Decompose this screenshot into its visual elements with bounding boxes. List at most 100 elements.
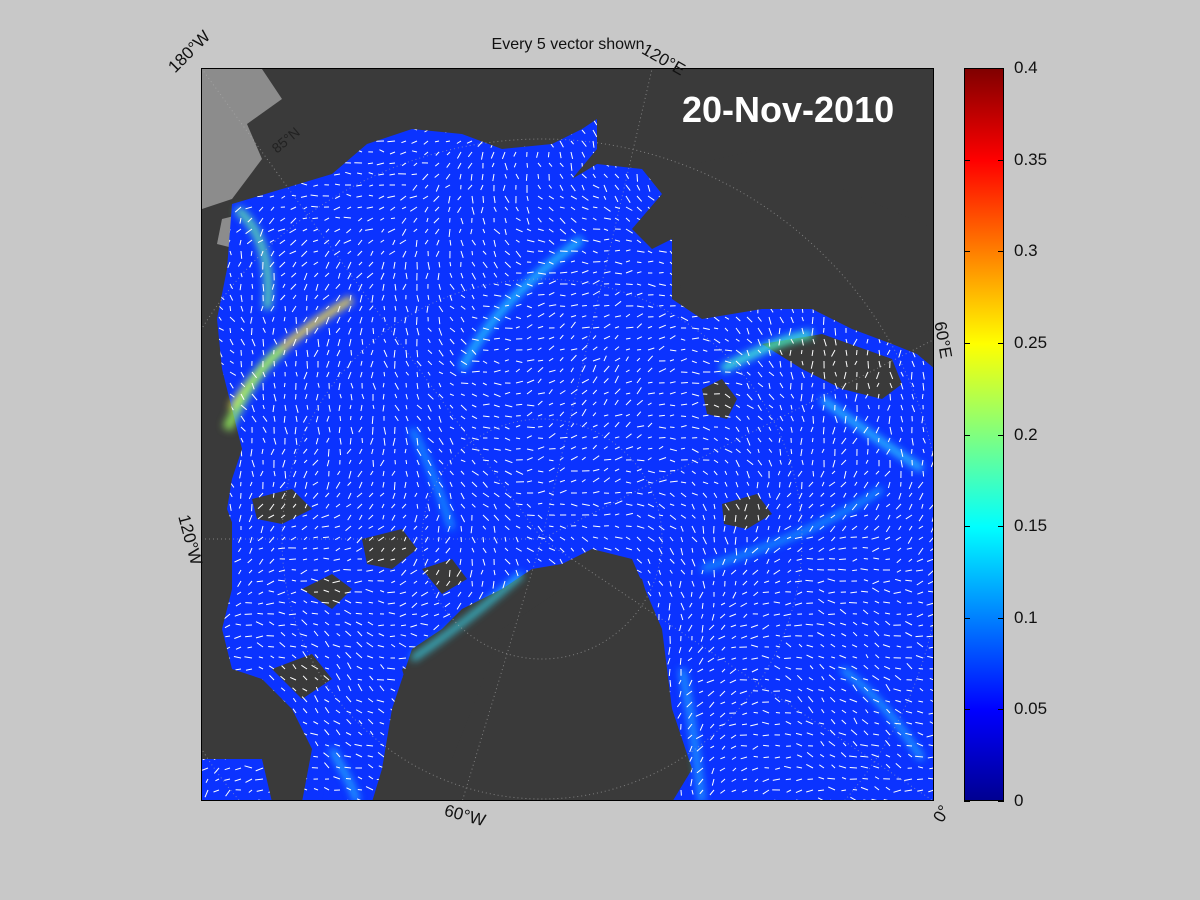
drift-vector [526, 314, 532, 318]
drift-vector [688, 646, 693, 652]
drift-vector [240, 404, 248, 411]
drift-vector [289, 250, 297, 255]
drift-vector [873, 568, 880, 571]
drift-vector [592, 364, 597, 373]
drift-vector [918, 601, 924, 604]
drift-vector [323, 557, 330, 560]
drift-vector [234, 613, 242, 617]
drift-vector [713, 370, 721, 373]
drift-vector [281, 448, 286, 455]
drift-vector [356, 272, 363, 279]
drift-vector [515, 492, 522, 495]
drift-vector [256, 789, 264, 792]
drift-vector [919, 688, 924, 692]
drift-vector [466, 140, 473, 144]
drift-vector [346, 799, 352, 800]
drift-vector [257, 602, 264, 605]
drift-vector [691, 448, 699, 453]
drift-vector [691, 789, 694, 795]
drift-vector [387, 602, 396, 605]
drift-vector [893, 688, 902, 692]
drift-vector [482, 393, 489, 397]
drift-vector [229, 272, 232, 278]
drift-vector [679, 657, 682, 665]
drift-vector [559, 217, 566, 225]
drift-vector [853, 717, 858, 725]
drift-vector [636, 459, 645, 462]
drift-vector [256, 642, 264, 648]
drift-vector [713, 448, 719, 453]
drift-vector [438, 415, 442, 423]
drift-vector [368, 194, 374, 197]
drift-vector [658, 426, 667, 429]
drift-vector [778, 514, 781, 520]
drift-vector [625, 470, 631, 473]
drift-vector [548, 250, 555, 254]
drift-vector [730, 569, 737, 575]
drift-vector [359, 294, 363, 303]
drift-vector [713, 415, 720, 418]
drift-vector [922, 470, 925, 477]
drift-vector [832, 360, 836, 366]
drift-vector [415, 305, 418, 314]
drift-vector [460, 503, 466, 509]
drift-vector [559, 368, 564, 373]
drift-vector [821, 448, 825, 454]
drift-vector [709, 701, 715, 708]
drift-vector [493, 316, 501, 322]
drift-vector [302, 558, 308, 561]
drift-vector [258, 666, 264, 670]
drift-vector [332, 599, 341, 604]
drift-vector [691, 393, 700, 397]
drift-vector [280, 294, 286, 301]
drift-vector [537, 173, 540, 179]
drift-vector [874, 664, 880, 670]
drift-vector [410, 569, 418, 575]
drift-vector [709, 635, 715, 641]
drift-vector [240, 250, 243, 259]
drift-vector [843, 371, 847, 380]
drift-vector [702, 426, 711, 431]
drift-vector [559, 503, 565, 505]
drift-vector [625, 356, 629, 362]
drift-vector [405, 327, 409, 336]
drift-vector [731, 635, 737, 640]
drift-vector [481, 173, 484, 181]
drift-vector [810, 404, 814, 410]
drift-vector [911, 448, 913, 454]
drift-vector [658, 591, 661, 597]
drift-vector [412, 613, 418, 615]
drift-vector [467, 162, 473, 169]
drift-vector [734, 580, 737, 586]
drift-vector [744, 525, 748, 531]
drift-vector [697, 679, 704, 683]
colorbar-tick-label: 0 [1014, 791, 1024, 810]
drift-vector [526, 228, 532, 232]
lon-label-0: 0° [929, 801, 954, 826]
drift-vector [592, 195, 599, 199]
drift-vector [293, 448, 297, 454]
drift-vector [669, 536, 674, 542]
drift-vector [504, 347, 510, 351]
drift-vector [422, 195, 429, 200]
drift-vector [389, 635, 396, 638]
drift-vector [839, 654, 847, 659]
drift-vector [915, 569, 924, 572]
drift-vector [493, 448, 501, 451]
drift-vector [922, 371, 925, 380]
drift-vector [773, 799, 781, 800]
drift-vector [828, 686, 836, 692]
map-panel[interactable]: 20-Nov-2010 [201, 68, 934, 801]
drift-vector [526, 448, 534, 451]
drift-vector [356, 536, 363, 544]
drift-vector [752, 678, 759, 681]
drift-vector [347, 662, 352, 670]
drift-vector [313, 184, 319, 187]
drift-vector [636, 239, 642, 244]
drift-vector [390, 525, 396, 531]
drift-vector [268, 514, 275, 519]
drift-vector [292, 687, 297, 692]
drift-vector [416, 360, 422, 367]
drift-vector [526, 336, 532, 340]
drift-vector [753, 536, 759, 543]
